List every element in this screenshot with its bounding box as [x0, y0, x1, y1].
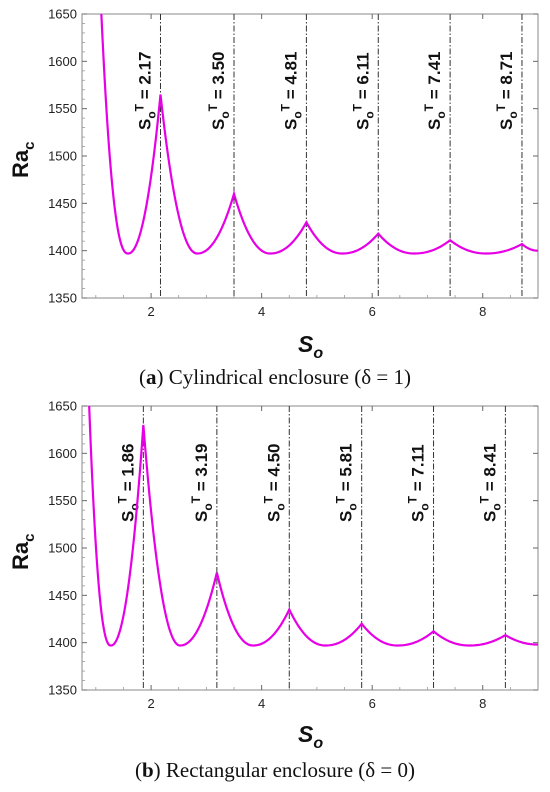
- y-tick-label: 1450: [48, 588, 77, 603]
- threshold-label: SoT = 6.11: [350, 52, 376, 130]
- y-tick-label: 1500: [48, 149, 77, 164]
- y-tick-label: 1500: [48, 541, 77, 556]
- chart-panel-b: 1350 1400 1450 1500 1550 1600 1650 2 4 6 8 SoT = 1.…: [8, 399, 539, 782]
- y-tick-label: 1600: [48, 446, 77, 461]
- y-tick-label: 1350: [48, 291, 77, 306]
- threshold-label: SoT = 3.19: [189, 444, 215, 523]
- threshold-label: SoT = 7.41: [422, 52, 448, 130]
- x-tick-label: 4: [258, 304, 265, 319]
- y-tick-label: 1650: [48, 7, 77, 22]
- y-tick-label: 1650: [48, 399, 77, 414]
- y-tick-label: 1550: [48, 101, 77, 116]
- y-tick-label: 1600: [48, 54, 77, 69]
- threshold-label: SoT = 5.81: [334, 444, 360, 523]
- threshold-label: SoT = 4.81: [278, 52, 304, 131]
- plot-frame: [81, 405, 539, 691]
- panel-caption: (b) Rectangular enclosure (δ = 0): [135, 758, 415, 782]
- threshold-label: SoT = 2.17: [132, 52, 158, 131]
- x-tick-label: 6: [369, 304, 376, 319]
- threshold-label: SoT = 8.71: [494, 51, 520, 130]
- x-tick-label: 2: [147, 696, 154, 711]
- x-tick-label: 6: [369, 696, 376, 711]
- y-tick-label: 1400: [48, 635, 77, 650]
- chart-panel-a: 1350 1400 1450 1500 1550 1600 1650 2 4 6 8 SoT = 2.…: [8, 7, 539, 389]
- y-tick-label: 1350: [48, 683, 77, 698]
- x-tick-label: 2: [147, 304, 154, 319]
- y-tick-label: 1550: [48, 493, 77, 508]
- x-axis-label: So: [298, 331, 323, 362]
- y-tick-label: 1400: [48, 243, 77, 258]
- x-tick-label: 8: [479, 304, 486, 319]
- panel-caption: (a) Cylindrical enclosure (δ = 1): [139, 365, 411, 389]
- rac-curve: [100, 14, 538, 255]
- y-tick-label: 1450: [48, 196, 77, 211]
- x-axis-label: So: [298, 721, 323, 752]
- threshold-label: SoT = 7.11: [406, 444, 432, 522]
- threshold-label: SoT = 4.50: [261, 444, 287, 523]
- threshold-label: SoT = 3.50: [206, 52, 232, 131]
- threshold-label: SoT = 8.41: [477, 444, 503, 523]
- y-axis-label: Rac: [8, 142, 38, 178]
- rac-curve: [88, 406, 538, 647]
- threshold-label: SoT = 1.86: [115, 444, 141, 523]
- x-tick-label: 4: [258, 696, 265, 711]
- y-axis-label: Rac: [8, 534, 38, 570]
- x-tick-label: 8: [479, 696, 486, 711]
